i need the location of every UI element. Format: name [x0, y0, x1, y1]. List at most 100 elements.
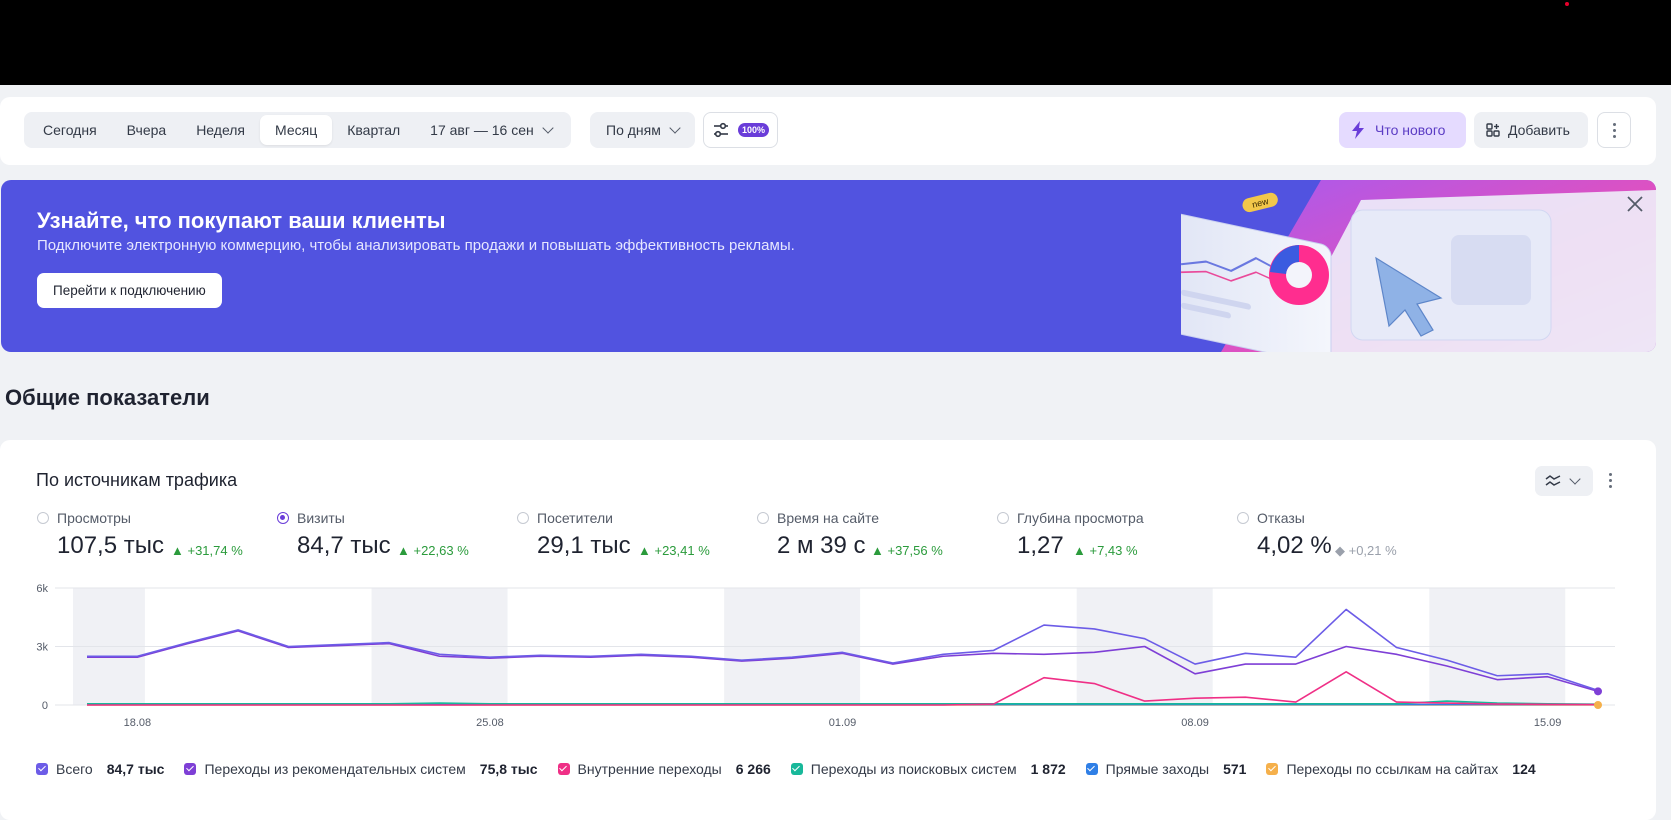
metric-delta: ▲ +7,43 %	[1073, 543, 1138, 558]
series-line	[87, 608, 1599, 692]
grouping-select[interactable]: По дням	[590, 112, 695, 148]
legend-value: 6 266	[735, 761, 771, 777]
grouping-label: По дням	[606, 122, 661, 138]
period-toolbar: Сегодня Вчера Неделя Месяц Квартал 17 ав…	[0, 97, 1656, 165]
metric-page-depth[interactable]: Глубина просмотра 1,27 ▲ +7,43 %	[997, 510, 1227, 570]
y-tick-label: 6k	[36, 583, 48, 595]
banner-subtitle: Подключите электронную коммерцию, чтобы …	[37, 237, 795, 254]
top-black-bar	[0, 0, 1671, 85]
metric-radio[interactable]	[277, 512, 289, 524]
period-today[interactable]: Сегодня	[43, 122, 97, 138]
banner-title: Узнайте, что покупают ваши клиенты	[37, 208, 446, 233]
metric-radio[interactable]	[517, 512, 529, 524]
period-week[interactable]: Неделя	[196, 122, 246, 138]
sampling-filter-button[interactable]: 100%	[703, 112, 778, 148]
checkbox-icon[interactable]	[790, 763, 803, 775]
ecommerce-promo-banner: Узнайте, что покупают ваши клиенты Подкл…	[1, 180, 1656, 352]
metric-value: 1,27	[1017, 532, 1064, 559]
chart-type-button[interactable]	[1535, 466, 1593, 496]
metric-delta: ◆ +0,21 %	[1335, 543, 1397, 558]
period-quarter[interactable]: Квартал	[347, 122, 401, 138]
x-tick-label: 01.09	[829, 717, 857, 729]
y-tick-label: 3k	[36, 642, 48, 654]
notification-dot	[1565, 2, 1569, 6]
metric-delta: ▲ +31,74 %	[171, 543, 243, 558]
legend-label: Переходы из поисковых систем	[810, 761, 1017, 777]
add-widget-button[interactable]: Добавить	[1474, 112, 1588, 148]
banner-new-tag: new	[1251, 196, 1270, 210]
checkbox-icon[interactable]	[557, 763, 570, 775]
metric-value: 107,5 тыс	[57, 532, 164, 559]
series-end-point	[1594, 701, 1602, 709]
connect-button[interactable]: Перейти к подключению	[37, 273, 222, 308]
legend-label: Внутренние переходы	[577, 761, 722, 777]
metric-pageviews[interactable]: Просмотры 107,5 тыс ▲ +31,74 %	[37, 510, 267, 570]
metric-label: Просмотры	[57, 510, 131, 526]
legend-item-total[interactable]: Всего 84,7 тыс	[36, 761, 164, 777]
metric-radio[interactable]	[757, 512, 769, 524]
series-end-point	[1594, 687, 1602, 696]
period-selector: Сегодня Вчера Неделя Месяц Квартал 17 ав…	[24, 112, 571, 148]
add-label: Добавить	[1508, 122, 1570, 138]
card-kebab-icon[interactable]	[1605, 468, 1615, 492]
legend-label: Переходы из рекомендательных систем	[204, 761, 466, 777]
legend-value: 75,8 тыс	[479, 761, 538, 777]
metric-radio[interactable]	[37, 512, 49, 524]
legend-item-links[interactable]: Переходы по ссылкам на сайтах 124	[1266, 761, 1536, 777]
chevron-down-icon	[1569, 472, 1581, 485]
legend-value: 124	[1512, 761, 1536, 777]
legend-item-direct[interactable]: Прямые заходы 571	[1085, 761, 1246, 777]
whats-new-label: Что нового	[1375, 122, 1446, 138]
legend-item-recommendations[interactable]: Переходы из рекомендательных систем 75,8…	[184, 761, 538, 777]
metric-value: 4,02 %	[1257, 532, 1332, 559]
checkbox-icon[interactable]	[1085, 763, 1098, 775]
x-tick-label: 25.08	[476, 717, 504, 729]
metric-radio[interactable]	[997, 512, 1009, 524]
whats-new-button[interactable]: Что нового	[1339, 112, 1466, 148]
date-range-picker[interactable]: 17 авг — 16 сен	[415, 115, 567, 145]
series-line	[87, 630, 1599, 693]
chevron-down-icon	[542, 121, 554, 134]
series-line	[87, 671, 1599, 706]
legend-value: 84,7 тыс	[106, 761, 165, 777]
metric-visits[interactable]: Визиты 84,7 тыс ▲ +22,63 %	[277, 510, 507, 570]
metric-radio[interactable]	[1237, 512, 1249, 524]
banner-illustration: new	[1181, 180, 1656, 352]
checkbox-icon[interactable]	[36, 763, 48, 775]
section-title: Общие показатели	[5, 385, 210, 410]
y-tick-label: 0	[42, 700, 48, 712]
metric-delta: ▲ +37,56 %	[871, 543, 943, 558]
more-menu-button[interactable]	[1597, 112, 1631, 148]
chart-lines-icon	[1545, 475, 1561, 486]
close-icon[interactable]	[1623, 192, 1647, 216]
metric-bounce-rate[interactable]: Отказы 4,02 % ◆ +0,21 %	[1237, 510, 1467, 570]
metric-visitors[interactable]: Посетители 29,1 тыс ▲ +23,41 %	[517, 510, 747, 570]
legend-value: 1 872	[1030, 761, 1066, 777]
period-month[interactable]: Месяц	[260, 115, 333, 145]
widgets-icon	[1486, 123, 1500, 137]
x-tick-label: 15.09	[1534, 717, 1562, 729]
legend-item-internal[interactable]: Внутренние переходы 6 266	[557, 761, 771, 777]
chart-legend: Всего 84,7 тыс Переходы из рекомендатель…	[36, 761, 1536, 777]
traffic-line-chart: 6k 3k 0 18.08 25.08 01.09 08.09 15.09	[36, 583, 1615, 729]
period-yesterday[interactable]: Вчера	[126, 122, 167, 138]
metric-label: Время на сайте	[777, 510, 880, 526]
x-tick-label: 08.09	[1181, 717, 1209, 729]
traffic-sources-card: По источникам трафика Просмотры 107,5 ты…	[0, 440, 1656, 820]
chevron-down-icon	[669, 121, 681, 134]
metric-time-on-site[interactable]: Время на сайте 2 м 39 с ▲ +37,56 %	[757, 510, 987, 570]
metric-value: 2 м 39 с	[777, 532, 866, 559]
metric-value: 84,7 тыс	[297, 532, 391, 559]
legend-item-search[interactable]: Переходы из поисковых систем 1 872	[790, 761, 1066, 777]
kebab-icon	[1612, 122, 1616, 138]
checkbox-icon[interactable]	[184, 763, 197, 775]
checkbox-icon[interactable]	[1266, 763, 1279, 775]
metric-label: Глубина просмотра	[1017, 510, 1144, 526]
legend-label: Прямые заходы	[1105, 761, 1210, 777]
x-tick-label: 18.08	[124, 717, 152, 729]
sampling-badge: 100%	[738, 123, 770, 137]
metric-value: 29,1 тыс	[537, 532, 631, 559]
metric-delta: ▲ +23,41 %	[638, 543, 710, 558]
metric-label: Визиты	[297, 510, 345, 526]
series-line	[87, 700, 1599, 706]
